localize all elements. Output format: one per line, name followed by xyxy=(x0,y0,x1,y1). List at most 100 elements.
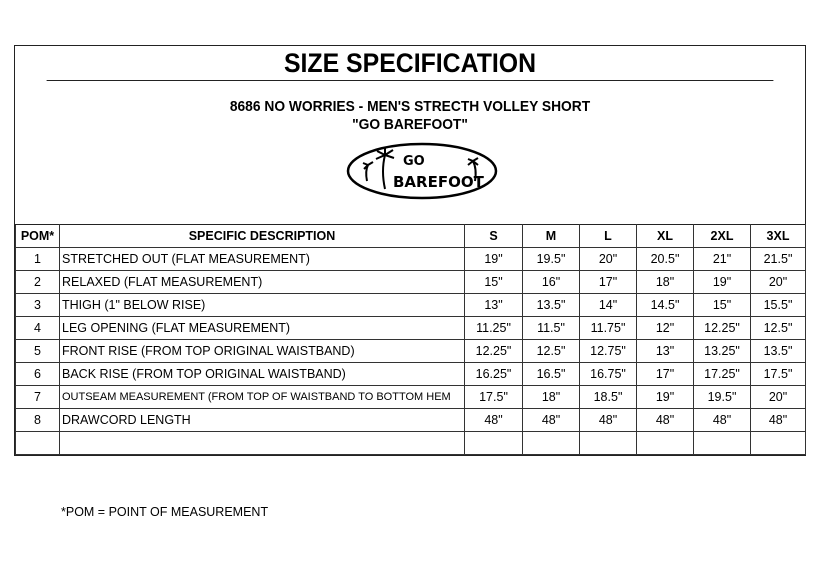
empty-cell xyxy=(750,431,806,455)
measurement-cell: 19" xyxy=(693,270,751,294)
measurement-cell: 17" xyxy=(579,270,637,294)
pom-cell: 6 xyxy=(15,362,60,386)
header-size-s: S xyxy=(464,224,523,248)
empty-cell xyxy=(636,431,694,455)
measurement-cell: 20.5" xyxy=(636,247,694,271)
empty-cell xyxy=(522,431,580,455)
description-cell: FRONT RISE (FROM TOP ORIGINAL WAISTBAND) xyxy=(59,339,465,363)
measurement-cell: 12.25" xyxy=(693,316,751,340)
measurement-cell: 14.5" xyxy=(636,293,694,317)
measurement-cell: 16.5" xyxy=(522,362,580,386)
header-size-l: L xyxy=(579,224,637,248)
measurement-cell: 48" xyxy=(522,408,580,432)
empty-cell xyxy=(579,431,637,455)
table-row: 6 BACK RISE (FROM TOP ORIGINAL WAISTBAND)… xyxy=(15,362,806,386)
pom-cell: 5 xyxy=(15,339,60,363)
measurement-cell: 48" xyxy=(636,408,694,432)
description-cell: BACK RISE (FROM TOP ORIGINAL WAISTBAND) xyxy=(59,362,465,386)
measurement-cell: 12.5" xyxy=(522,339,580,363)
footnote: *POM = POINT OF MEASUREMENT xyxy=(61,505,269,519)
measurement-cell: 48" xyxy=(693,408,751,432)
measurement-cell: 16" xyxy=(522,270,580,294)
measurement-cell: 12.75" xyxy=(579,339,637,363)
pom-cell: 4 xyxy=(15,316,60,340)
pom-cell: 1 xyxy=(15,247,60,271)
table-row: 1 STRETCHED OUT (FLAT MEASUREMENT) 19" 19.5… xyxy=(15,247,806,271)
product-tagline: "GO BAREFOOT" xyxy=(352,116,468,133)
description-cell: OUTSEAM MEASUREMENT (FROM TOP OF WAISTBA… xyxy=(59,385,465,409)
measurement-cell: 13.5" xyxy=(750,339,806,363)
measurement-cell: 12.25" xyxy=(464,339,523,363)
header-description: SPECIFIC DESCRIPTION xyxy=(59,224,465,248)
measurement-cell: 18.5" xyxy=(579,385,637,409)
measurement-cell: 13" xyxy=(636,339,694,363)
measurement-cell: 19.5" xyxy=(693,385,751,409)
spec-sheet: SIZE SPECIFICATION 8686 NO WORRIES - MEN… xyxy=(14,45,806,456)
table-row: 5 FRONT RISE (FROM TOP ORIGINAL WAISTBAND… xyxy=(15,339,806,363)
measurement-cell: 15" xyxy=(464,270,523,294)
measurement-cell: 15.5" xyxy=(750,293,806,317)
measurement-cell: 15" xyxy=(693,293,751,317)
empty-cell xyxy=(693,431,751,455)
svg-text:BAREFOOT: BAREFOOT xyxy=(393,173,485,191)
go-barefoot-logo: GO BAREFOOT xyxy=(346,142,498,200)
measurement-cell: 11.75" xyxy=(579,316,637,340)
measurement-cell: 11.5" xyxy=(522,316,580,340)
measurement-cell: 20" xyxy=(750,385,806,409)
table-row: 4 LEG OPENING (FLAT MEASUREMENT) 11.25" 11.… xyxy=(15,316,806,340)
description-cell: DRAWCORD LENGTH xyxy=(59,408,465,432)
header-pom: POM* xyxy=(15,224,60,248)
measurement-cell: 16.75" xyxy=(579,362,637,386)
measurement-cell: 19" xyxy=(636,385,694,409)
measurement-cell: 21.5" xyxy=(750,247,806,271)
table-row-empty xyxy=(15,431,806,455)
pom-cell: 3 xyxy=(15,293,60,317)
measurement-cell: 17.5" xyxy=(464,385,523,409)
measurement-cell: 12" xyxy=(636,316,694,340)
measurement-cell: 17.25" xyxy=(693,362,751,386)
size-spec-table: POM* SPECIFIC DESCRIPTION S M L XL 2XL 3… xyxy=(15,224,806,455)
measurement-cell: 21" xyxy=(693,247,751,271)
measurement-cell: 20" xyxy=(750,270,806,294)
measurement-cell: 11.25" xyxy=(464,316,523,340)
description-cell: STRETCHED OUT (FLAT MEASUREMENT) xyxy=(59,247,465,271)
measurement-cell: 18" xyxy=(636,270,694,294)
measurement-cell: 13" xyxy=(464,293,523,317)
pom-cell: 2 xyxy=(15,270,60,294)
description-cell: RELAXED (FLAT MEASUREMENT) xyxy=(59,270,465,294)
measurement-cell: 19" xyxy=(464,247,523,271)
measurement-cell: 19.5" xyxy=(522,247,580,271)
description-cell: LEG OPENING (FLAT MEASUREMENT) xyxy=(59,316,465,340)
measurement-cell: 17.5" xyxy=(750,362,806,386)
pom-cell: 7 xyxy=(15,385,60,409)
header-size-3xl: 3XL xyxy=(750,224,806,248)
table-header-row: POM* SPECIFIC DESCRIPTION S M L XL 2XL 3… xyxy=(15,224,806,248)
pom-cell: 8 xyxy=(15,408,60,432)
measurement-cell: 18" xyxy=(522,385,580,409)
empty-cell xyxy=(59,431,465,455)
header-size-2xl: 2XL xyxy=(693,224,751,248)
measurement-cell: 48" xyxy=(579,408,637,432)
empty-cell xyxy=(464,431,523,455)
empty-cell xyxy=(15,431,60,455)
product-line: 8686 NO WORRIES - MEN'S STRECTH VOLLEY S… xyxy=(229,98,591,115)
measurement-cell: 16.25" xyxy=(464,362,523,386)
table-row: 3 THIGH (1" BELOW RISE) 13" 13.5" 14" 14.5" 15… xyxy=(15,293,806,317)
table-row: 2 RELAXED (FLAT MEASUREMENT) 15" 16" 17" 18" 1… xyxy=(15,270,806,294)
table-row: 7 OUTSEAM MEASUREMENT (FROM TOP OF WAISTB… xyxy=(15,385,806,409)
measurement-cell: 12.5" xyxy=(750,316,806,340)
page-title: SIZE SPECIFICATION xyxy=(46,46,774,81)
description-cell: THIGH (1" BELOW RISE) xyxy=(59,293,465,317)
table-row: 8 DRAWCORD LENGTH 48" 48" 48" 48" 48" 48" xyxy=(15,408,806,432)
header-size-xl: XL xyxy=(636,224,694,248)
measurement-cell: 48" xyxy=(464,408,523,432)
header-size-m: M xyxy=(522,224,580,248)
measurement-cell: 13.25" xyxy=(693,339,751,363)
measurement-cell: 14" xyxy=(579,293,637,317)
measurement-cell: 17" xyxy=(636,362,694,386)
product-heading: 8686 NO WORRIES - MEN'S STRECTH VOLLEY S… xyxy=(47,98,774,134)
measurement-cell: 20" xyxy=(579,247,637,271)
measurement-cell: 48" xyxy=(750,408,806,432)
measurement-cell: 13.5" xyxy=(522,293,580,317)
palm-tree-icon xyxy=(362,148,479,190)
